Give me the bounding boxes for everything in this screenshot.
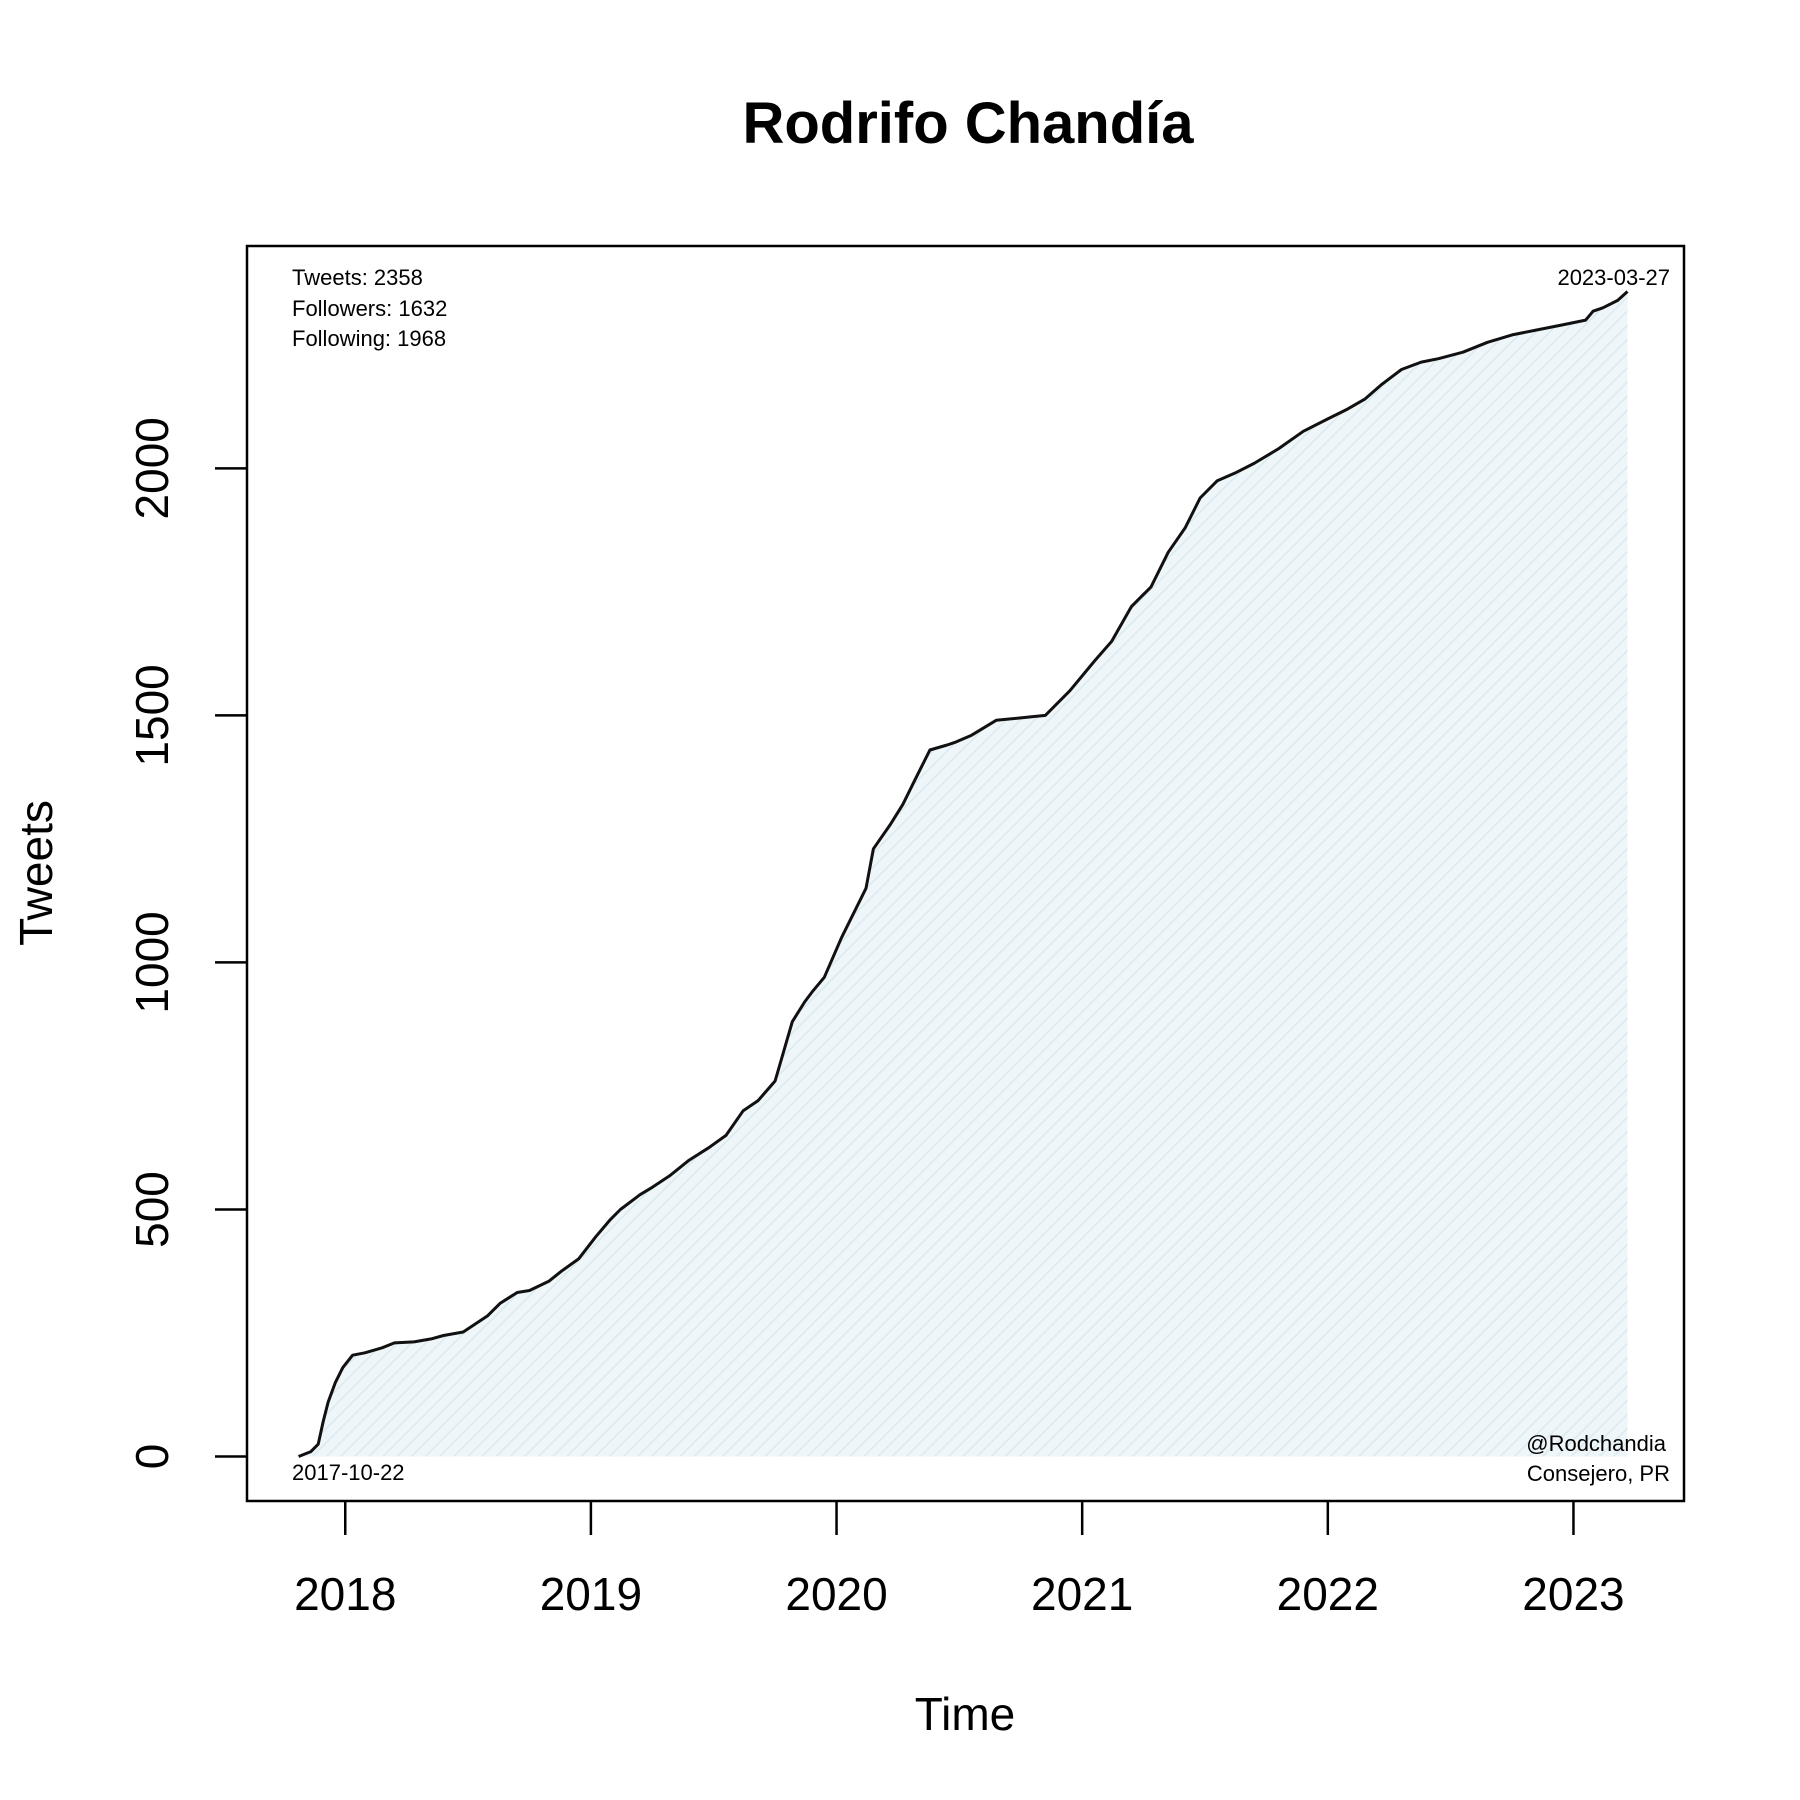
x-tick-label-2020: 2020 [785, 1568, 887, 1620]
series-line-layer [298, 290, 1629, 1458]
series-line [298, 290, 1629, 1458]
x-axis-label: Time [915, 1688, 1016, 1740]
y-axis-label: Tweets [10, 800, 62, 946]
chart-title: Rodrifo Chandía [742, 91, 1194, 156]
y-axis: 0 500 1000 1500 2000 [126, 417, 247, 1469]
x-tick-label-2018: 2018 [294, 1568, 396, 1620]
x-tick-label-2022: 2022 [1277, 1568, 1379, 1620]
y-tick-label-2000: 2000 [126, 417, 178, 519]
x-tick-label-2021: 2021 [1031, 1568, 1133, 1620]
start-date-label: 2017-10-22 [292, 1460, 405, 1485]
x-tick-label-2023: 2023 [1522, 1568, 1624, 1620]
y-tick-label-1500: 1500 [126, 664, 178, 766]
stat-tweets: Tweets: 2358 [292, 265, 423, 290]
x-tick-label-2019: 2019 [540, 1568, 642, 1620]
stat-following: Following: 1968 [292, 326, 446, 351]
y-tick-label-1000: 1000 [126, 911, 178, 1013]
area-fill-layer [298, 291, 1628, 1457]
end-date-label: 2023-03-27 [1557, 265, 1670, 290]
x-axis: 2018 2019 2020 2021 2022 2023 [294, 1501, 1625, 1620]
handle-label: @Rodchandia [1526, 1431, 1667, 1456]
plot-frame [245, 244, 1686, 1503]
y-tick-label-0: 0 [126, 1444, 178, 1470]
y-tick-label-500: 500 [126, 1171, 178, 1248]
stat-followers: Followers: 1632 [292, 296, 447, 321]
role-label: Consejero, PR [1527, 1461, 1670, 1486]
area-fill [298, 291, 1628, 1457]
